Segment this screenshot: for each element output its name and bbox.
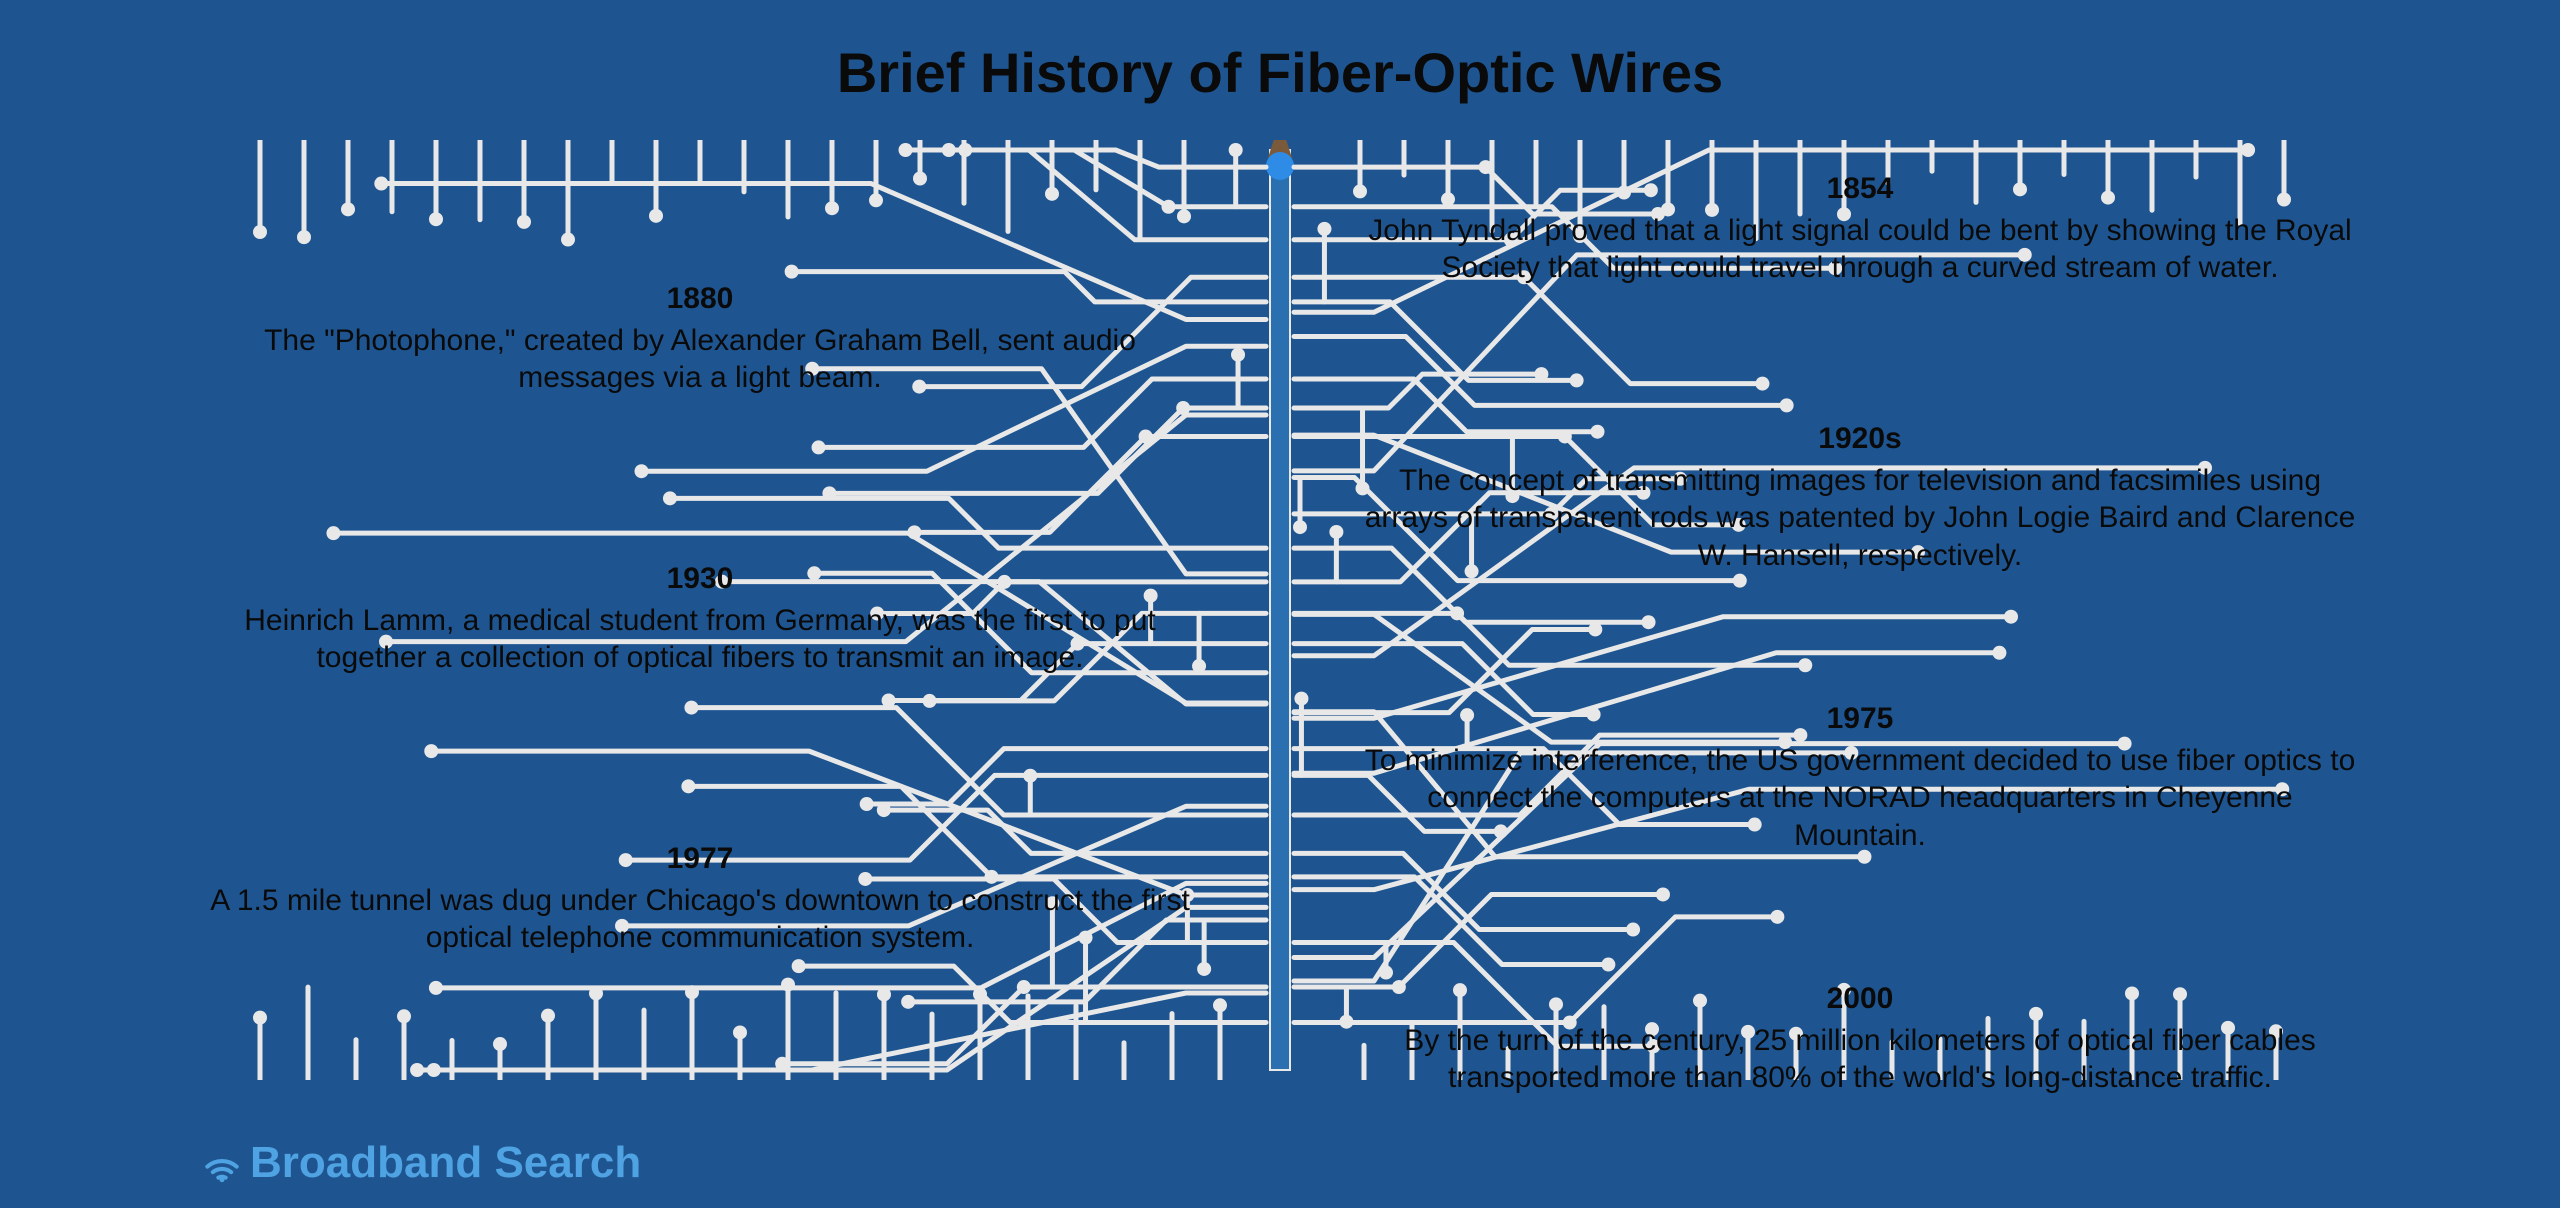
wifi-icon <box>200 1141 244 1185</box>
brand-logo: Broadband Search <box>200 1138 641 1188</box>
page-title: Brief History of Fiber-Optic Wires <box>0 0 2560 125</box>
circuit-background <box>200 140 2360 1080</box>
infographic-board: 1854John Tyndall proved that a light sig… <box>200 140 2360 1080</box>
brand-text: Broadband Search <box>250 1138 641 1188</box>
